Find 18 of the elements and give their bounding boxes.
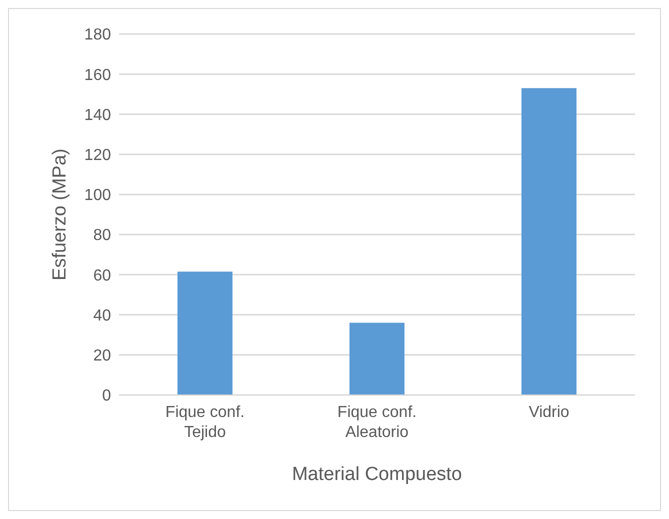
y-tick-label: 80 bbox=[93, 227, 112, 244]
x-tick-label: Fique conf. Tejido bbox=[165, 404, 245, 441]
y-tick-label: 180 bbox=[84, 26, 112, 44]
x-tick-label: Fique conf. Aleatorio bbox=[337, 404, 417, 441]
y-tick-label: 160 bbox=[84, 66, 112, 84]
bar bbox=[177, 272, 232, 395]
y-axis-title: Esfuerzo (MPa) bbox=[50, 148, 71, 280]
x-axis-title: Material Compuesto bbox=[292, 464, 462, 485]
bar bbox=[349, 322, 404, 395]
y-tick-label: 0 bbox=[102, 388, 112, 405]
y-tick-label: 140 bbox=[84, 106, 112, 124]
y-tick-label: 120 bbox=[84, 147, 112, 164]
y-tick-label: 40 bbox=[93, 307, 112, 324]
y-tick-label: 60 bbox=[93, 267, 112, 284]
y-tick-label: 20 bbox=[93, 348, 112, 365]
bar bbox=[521, 88, 576, 395]
x-tick-label: Vidrio bbox=[528, 404, 570, 421]
y-tick-label: 100 bbox=[84, 187, 112, 204]
